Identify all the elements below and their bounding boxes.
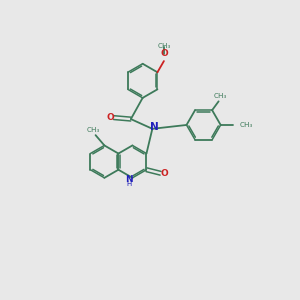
Text: N: N <box>150 122 159 132</box>
Text: CH₃: CH₃ <box>213 93 227 99</box>
Text: H: H <box>126 181 131 187</box>
Text: CH₃: CH₃ <box>157 43 171 49</box>
Text: O: O <box>106 113 114 122</box>
Text: O: O <box>160 49 168 58</box>
Text: CH₃: CH₃ <box>86 127 100 133</box>
Text: CH₃: CH₃ <box>239 122 253 128</box>
Text: O: O <box>160 169 168 178</box>
Text: N: N <box>125 175 132 184</box>
